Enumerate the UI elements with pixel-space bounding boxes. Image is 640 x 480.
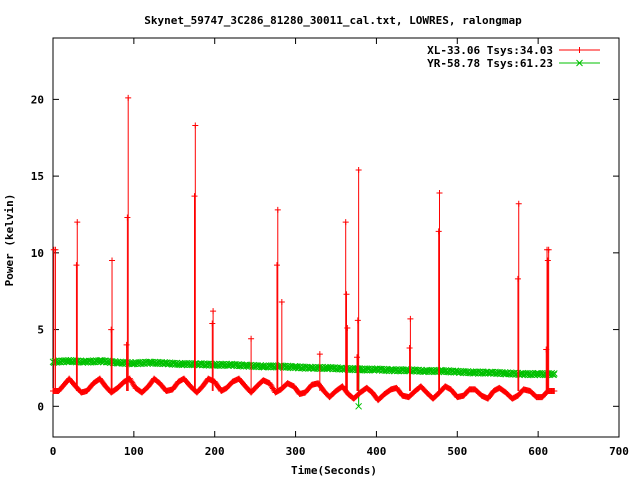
series-xl-spike-point	[123, 341, 130, 348]
series-xl-spike-point	[210, 308, 217, 315]
series-xl-spike-point	[191, 193, 198, 200]
series-xl-spike-point	[192, 122, 199, 129]
series-xl-spike-point	[406, 344, 413, 351]
series-xl-spike-point	[543, 346, 550, 353]
series-xl-spike-point	[125, 94, 132, 101]
series-xl-spike-point	[274, 206, 281, 213]
series-xl-spike-point	[108, 326, 115, 333]
legend-label: XL-33.06 Tsys:34.03	[427, 44, 553, 57]
x-tick-label: 100	[124, 445, 144, 458]
series-xl-spike-point	[109, 257, 116, 264]
series-xl-spike-point	[73, 262, 80, 269]
series-xl-spike-point	[273, 262, 280, 269]
series-yr-point	[355, 402, 362, 410]
series-xl-spike-point	[343, 291, 350, 298]
chart-title: Skynet_59747_3C286_81280_30011_cal.txt, …	[144, 14, 522, 27]
series-xl-spike-point	[342, 219, 349, 226]
x-tick-label: 600	[528, 445, 548, 458]
y-tick-label: 10	[31, 247, 44, 260]
series-xl-spike-point	[514, 275, 521, 282]
series-xl-spike-point	[344, 325, 351, 332]
x-tick-label: 0	[50, 445, 57, 458]
y-tick-label: 5	[37, 324, 44, 337]
x-tick-label: 400	[366, 445, 386, 458]
series-xl-spike-point	[354, 354, 361, 361]
series-xl-spike-point	[515, 200, 522, 207]
series-xl-spike-point	[354, 317, 361, 324]
y-tick-label: 20	[31, 93, 44, 106]
series-xl-spike-point	[436, 189, 443, 196]
series-xl-spike-point	[278, 298, 285, 305]
series-xl-spike-point	[74, 219, 81, 226]
x-tick-label: 300	[286, 445, 306, 458]
series-xl-spike-point	[355, 166, 362, 173]
plot-frame	[52, 37, 620, 438]
x-tick-label: 700	[609, 445, 629, 458]
series-yr-point	[65, 356, 72, 364]
y-tick-label: 15	[31, 170, 44, 183]
series-xl-spike-point	[544, 257, 551, 264]
x-tick-label: 500	[447, 445, 467, 458]
y-axis-label: Power (kelvin)	[3, 194, 16, 287]
series-xl-spike-point	[248, 335, 255, 342]
series-xl-point	[551, 387, 558, 394]
y-tick-label: 0	[37, 400, 44, 413]
series-xl-spike-point	[316, 351, 323, 358]
plot-area: 0 100 200 300 400 500 600 700 0 5 10 15 20	[31, 37, 629, 458]
series-xl-spike-point	[209, 320, 216, 327]
series-xl-spike-point	[407, 315, 414, 322]
x-tick-label: 200	[205, 445, 225, 458]
legend-label: YR-58.78 Tsys:61.23	[427, 57, 553, 70]
series-yr-point	[501, 369, 509, 376]
series-xl-spike-point	[545, 246, 552, 253]
series-yr-point	[550, 370, 558, 377]
x-axis-label: Time(Seconds)	[291, 464, 377, 477]
series-xl-spike-point	[435, 228, 442, 235]
series-xl-spike-point	[52, 246, 59, 253]
series-xl-spike-point	[124, 214, 131, 221]
